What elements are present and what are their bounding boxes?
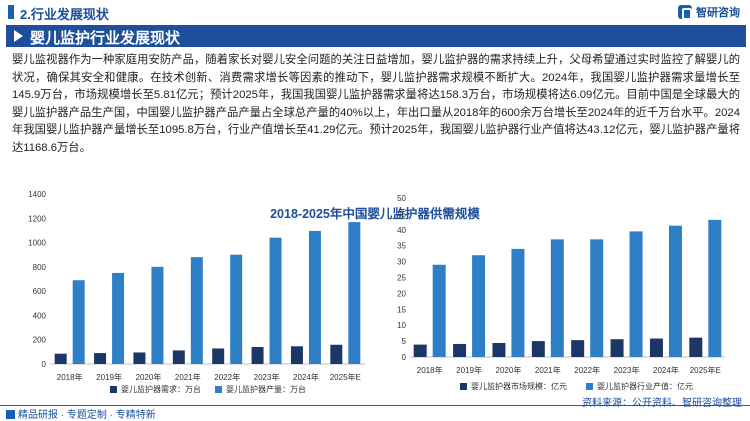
y-tick-label: 1000 [28,239,46,248]
x-tick-label: 2019年 [96,372,122,382]
legend-swatch [586,383,593,390]
x-tick-label: 2022年 [574,365,600,375]
bar-series-1-3 [133,352,146,364]
bar-series-1-3 [492,343,506,357]
y-tick-label: 15 [397,305,406,314]
footer-slogan: 精品研报 · 专题定制 · 专精特新 [6,406,156,421]
y-tick-label: 30 [397,258,406,267]
body-paragraph: 婴儿监视器作为一种家庭用安防产品，随着家长对婴儿安全问题的关注日益增加，婴儿监护… [12,54,740,154]
section-title: 2.行业发展现状 [20,7,109,22]
y-tick-label: 40 [397,226,406,235]
x-tick-label: 2025年E [330,372,361,382]
bar-series-2-3 [151,266,164,364]
bar-series-1-7 [649,338,663,357]
bar-series-2-2 [112,272,125,364]
section-marker [8,5,14,19]
brand-logo: 智研咨询 [678,4,740,20]
footer-slogan-text: 精品研报 · 专题定制 · 专精特新 [18,410,156,421]
bar-series-2-6 [269,237,282,364]
legend-swatch [460,383,467,390]
x-tick-label: 2021年 [175,372,201,382]
bar-series-2-5 [590,239,604,357]
play-arrow-icon [14,30,23,42]
bar-series-2-8 [348,222,361,364]
bar-series-1-8 [689,337,703,357]
bar-series-1-5 [571,340,585,357]
bar-series-1-7 [290,346,303,364]
y-tick-label: 45 [397,210,406,219]
bar-series-2-7 [668,225,682,357]
bar-series-2-1 [72,280,85,364]
y-tick-label: 0 [42,360,47,369]
supply-demand-chart: 0 200 400 600 800 1000 1200 1400 2018年 2019年 2020年… [28,190,365,394]
y-tick-label: 35 [397,242,406,251]
legend-swatch [110,386,117,393]
footer-divider [0,405,750,406]
bar-series-1-2 [94,353,107,364]
x-tick-label: 2020年 [136,372,162,382]
bar-series-1-1 [413,344,427,357]
y-tick-label: 600 [33,287,47,296]
bar-series-1-1 [54,353,67,364]
x-tick-label: 2024年 [653,365,679,375]
top-bar: 2.行业发展现状 智研咨询 [0,0,750,24]
legend-label: 婴儿监护器行业产值：亿元 [597,381,693,391]
x-tick-label: 2021年 [535,365,561,375]
market-value-chart: 0 5 10 15 20 25 30 35 40 45 50 2018年 2019年 2020年 2021年… [397,194,725,391]
x-tick-label: 2022年 [214,372,240,382]
x-tick-label: 2025年E [690,365,721,375]
bar-series-2-7 [308,230,321,364]
data-source: 资料来源：公开资料、智研咨询整理 [582,398,742,409]
x-tick-label: 2018年 [57,372,83,382]
legend-label: 婴儿监护器产量：万台 [226,384,306,394]
bar-series-2-6 [629,231,643,357]
footer: 精品研报 · 专题定制 · 专精特新 资料来源：公开资料、智研咨询整理 [0,398,750,421]
y-tick-label: 1400 [28,190,46,199]
y-tick-label: 10 [397,321,406,330]
y-tick-label: 0 [402,353,407,362]
y-tick-label: 200 [33,336,47,345]
y-tick-label: 1200 [28,214,46,223]
bar-series-1-6 [251,347,264,364]
banner-title: 婴儿监护行业发展现状 [30,30,181,47]
logo-icon [678,5,692,20]
x-tick-label: 2024年 [293,372,319,382]
y-tick-label: 5 [402,337,407,346]
y-tick-label: 800 [33,263,47,272]
bar-series-1-6 [610,339,624,357]
y-tick-label: 20 [397,289,406,298]
legend-label: 婴儿监护器市场规模：亿元 [471,381,567,391]
bar-series-1-5 [212,348,225,364]
bar-series-1-4 [172,350,185,364]
logo-text: 智研咨询 [696,7,740,19]
legend-swatch [215,386,222,393]
bar-series-2-3 [511,248,525,357]
legend-label: 婴儿监护器需求：万台 [121,384,201,394]
bar-series-2-2 [472,255,486,357]
x-tick-label: 2020年 [496,365,522,375]
bar-series-2-4 [550,239,564,357]
bar-series-2-1 [432,264,446,357]
bar-series-2-8 [708,219,722,357]
y-tick-label: 50 [397,194,406,203]
bar-series-2-5 [230,254,243,364]
x-tick-label: 2023年 [614,365,640,375]
footer-square-icon [6,410,15,419]
y-tick-label: 400 [33,311,47,320]
bar-series-2-4 [190,257,203,364]
x-tick-label: 2019年 [456,365,482,375]
x-tick-label: 2023年 [254,372,280,382]
bar-series-1-8 [330,344,343,364]
bar-series-1-4 [531,341,545,357]
chart-title: 2018-2025年中国婴儿监护器供需规模 [270,207,480,221]
x-tick-label: 2018年 [417,365,443,375]
bar-series-1-2 [453,343,467,357]
title-banner: 婴儿监护行业发展现状 [6,25,746,47]
y-tick-label: 25 [397,274,406,283]
